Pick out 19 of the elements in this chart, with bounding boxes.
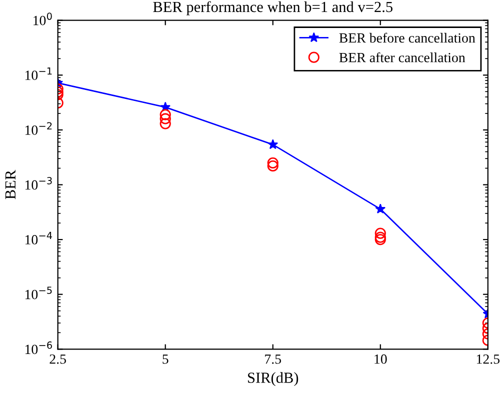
x-tick-label: 10: [374, 354, 387, 364]
y-tick-label: 10$^{0}$: [34, 12, 52, 26]
legend-label: BER before cancellation: [339, 32, 476, 43]
y-tick-label: 10$^{−6}$: [25, 341, 52, 354]
y-tick-label: 10$^{−1}$: [25, 67, 52, 80]
x-tick-label: 7.5: [265, 354, 282, 364]
x-axis-title: SIR(dB): [248, 372, 298, 386]
y-tick-label: 10$^{−5}$: [25, 286, 52, 300]
legend-label: BER after cancellation: [339, 52, 466, 62]
chart-title: BER performance when b=1 and v=2.5: [153, 1, 392, 16]
y-tick-label: 10$^{−3}$: [25, 177, 52, 190]
y-tick-label: 10$^{−2}$: [25, 122, 52, 135]
x-tick-label: 5: [162, 354, 168, 364]
point: [375, 204, 386, 214]
point: [268, 139, 278, 150]
y-tick-label: 10$^{−4}$: [25, 232, 52, 244]
y-axis-title: BER: [5, 170, 16, 200]
x-tick-label: 12.5: [476, 354, 500, 364]
x-tick-label: 2.5: [50, 354, 66, 364]
